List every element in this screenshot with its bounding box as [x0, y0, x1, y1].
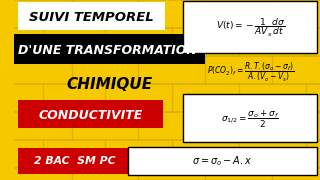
FancyBboxPatch shape — [183, 1, 317, 53]
Bar — [18, 2, 165, 30]
Text: $P(CO_2)_f=\dfrac{R.T.(\sigma_o-\sigma_f)}{A.(V_o-V_s)}$: $P(CO_2)_f=\dfrac{R.T.(\sigma_o-\sigma_f… — [206, 60, 294, 84]
Text: $\sigma_{1/2}=\dfrac{\sigma_o+\sigma_f}{2}$: $\sigma_{1/2}=\dfrac{\sigma_o+\sigma_f}{… — [221, 108, 279, 130]
Text: 2 BAC  SM PC: 2 BAC SM PC — [34, 156, 115, 166]
Text: $\sigma=\sigma_o - A.x$: $\sigma=\sigma_o - A.x$ — [192, 154, 253, 168]
Text: CONDUCTIVITE: CONDUCTIVITE — [39, 109, 143, 122]
Bar — [18, 100, 163, 128]
Bar — [18, 148, 131, 174]
Text: $V(t)=-\dfrac{1}{AV_s}\dfrac{d\sigma}{dt}$: $V(t)=-\dfrac{1}{AV_s}\dfrac{d\sigma}{dt… — [216, 17, 285, 39]
FancyBboxPatch shape — [128, 147, 317, 175]
Bar — [14, 34, 205, 64]
Text: D'UNE TRANSFORMATION: D'UNE TRANSFORMATION — [18, 44, 196, 57]
Text: SUIVI TEMPOREL: SUIVI TEMPOREL — [29, 10, 154, 24]
FancyBboxPatch shape — [183, 94, 317, 142]
Text: CHIMIQUE: CHIMIQUE — [67, 76, 153, 91]
